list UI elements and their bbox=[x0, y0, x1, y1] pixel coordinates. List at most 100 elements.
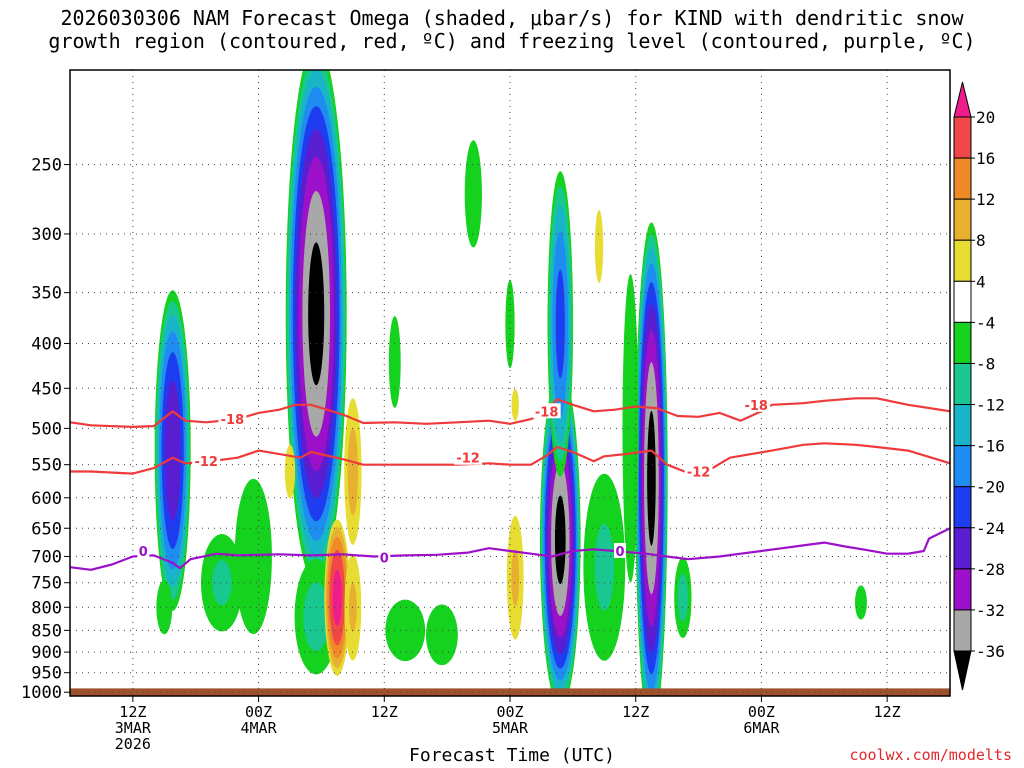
colorbar-swatch bbox=[953, 404, 972, 447]
contour-label-bg bbox=[532, 403, 561, 419]
colorbar-label: -24 bbox=[976, 519, 1005, 538]
colorbar: 20 16 12 8 4 -4 -8 -12 -16 -20 -24 -28 -32 -36 bbox=[953, 81, 1005, 691]
omega-cell-7-level bbox=[347, 427, 359, 516]
contour-label-bg bbox=[218, 411, 247, 427]
contour-label: 0 bbox=[615, 545, 624, 560]
colorbar-label: 12 bbox=[976, 190, 995, 209]
colorbar-label: -20 bbox=[976, 478, 1005, 497]
omega-cell-12-level bbox=[388, 316, 401, 408]
y-tick-label: 600 bbox=[31, 489, 62, 509]
y-tick-label: 850 bbox=[31, 621, 62, 641]
colorbar-label: 4 bbox=[976, 272, 986, 291]
x-tick-label: 3MAR bbox=[115, 719, 152, 737]
omega-cell-21-level bbox=[647, 410, 656, 546]
y-tick-label: 450 bbox=[31, 379, 62, 399]
omega-cell-14-level bbox=[505, 279, 515, 369]
y-tick-label: 1000 bbox=[21, 683, 62, 703]
omega-cell-0-level bbox=[164, 380, 181, 521]
contour-label: -18 bbox=[535, 405, 559, 420]
contour-line-0 bbox=[70, 527, 950, 571]
x-tick-label: 6MAR bbox=[743, 719, 780, 737]
colorbar-swatch bbox=[953, 157, 972, 200]
contour-label: -18 bbox=[221, 413, 245, 428]
x-tick-label: 2026 bbox=[115, 735, 151, 753]
contour-label: -12 bbox=[456, 452, 480, 467]
gridlines bbox=[70, 70, 950, 696]
x-tick-label: 00Z bbox=[748, 703, 775, 721]
y-tick-label: 500 bbox=[31, 419, 62, 439]
credit-text: coolwx.com/modelts bbox=[849, 746, 1012, 764]
omega-cell-5-level bbox=[303, 582, 330, 652]
omega-cell-11-level bbox=[425, 604, 458, 666]
colorbar-swatch bbox=[953, 116, 972, 159]
omega-cell-16-level bbox=[511, 388, 519, 421]
colorbar-label: 8 bbox=[976, 231, 986, 250]
y-tick-label: 700 bbox=[31, 547, 62, 567]
colorbar-swatch bbox=[953, 486, 972, 529]
colorbar-label: -36 bbox=[976, 642, 1005, 661]
colorbar-swatch bbox=[953, 321, 972, 364]
colorbar-swatch-top bbox=[953, 81, 972, 118]
y-axis: 2503003504004505005506006507007508008509… bbox=[21, 156, 70, 703]
colorbar-swatch bbox=[953, 198, 972, 241]
x-tick-label: 4MAR bbox=[241, 719, 278, 737]
y-tick-label: 550 bbox=[31, 456, 62, 476]
y-tick-label: 350 bbox=[31, 284, 62, 304]
x-tick-label: 12Z bbox=[371, 703, 398, 721]
contour-label-bg bbox=[192, 453, 221, 469]
omega-cell-20-level bbox=[594, 523, 614, 611]
omega-cell-22-level bbox=[622, 274, 639, 583]
omega-cell-15-level bbox=[511, 548, 520, 607]
y-tick-label: 950 bbox=[31, 664, 62, 684]
x-tick-label: 00Z bbox=[496, 703, 523, 721]
omega-cell-6-level bbox=[332, 569, 342, 626]
y-tick-label: 800 bbox=[31, 598, 62, 618]
colorbar-swatch-bottom bbox=[953, 650, 972, 691]
colorbar-label: -16 bbox=[976, 437, 1005, 456]
omega-cell-2-level bbox=[212, 560, 232, 606]
contour-label-bg bbox=[454, 449, 483, 465]
contour-label-bg bbox=[684, 463, 713, 479]
colorbar-label: -12 bbox=[976, 396, 1005, 415]
omega-cell-23-level bbox=[677, 573, 689, 622]
contour-label: -18 bbox=[744, 399, 768, 414]
chart-title-line-2: growth region (contoured, red, ºC) and f… bbox=[48, 29, 976, 53]
x-tick-label: 12Z bbox=[119, 703, 146, 721]
x-axis-title: Forecast Time (UTC) bbox=[409, 745, 615, 766]
x-tick-label: 12Z bbox=[874, 703, 901, 721]
contour-label: -12 bbox=[194, 455, 218, 470]
omega-cell-24-level bbox=[855, 585, 867, 620]
y-tick-label: 250 bbox=[31, 156, 62, 176]
contour-label: -12 bbox=[687, 466, 711, 481]
contour-label: 0 bbox=[380, 552, 389, 567]
colorbar-label: -4 bbox=[976, 313, 995, 332]
x-tick-label: 5MAR bbox=[492, 719, 529, 737]
y-tick-label: 650 bbox=[31, 519, 62, 539]
colorbar-label: -32 bbox=[976, 601, 1005, 620]
y-tick-label: 400 bbox=[31, 334, 62, 354]
omega-cell-18-level bbox=[555, 269, 565, 379]
ground-surface bbox=[70, 688, 950, 696]
chart-title-line-1: 2026030306 NAM Forecast Omega (shaded, μ… bbox=[60, 6, 964, 30]
colorbar-swatch bbox=[953, 527, 972, 570]
contour-labels: -18 -12 -12 -18 -12 -18 0 0 0 bbox=[137, 396, 771, 567]
omega-cell-10-level bbox=[385, 599, 426, 662]
colorbar-swatch bbox=[953, 362, 972, 406]
colorbar-label: 20 bbox=[976, 108, 995, 127]
contour-label: 0 bbox=[139, 545, 148, 560]
contour-label-bg bbox=[137, 542, 150, 558]
colorbar-swatch bbox=[953, 239, 972, 282]
colorbar-label: 16 bbox=[976, 149, 995, 168]
colorbar-label: -8 bbox=[976, 354, 995, 373]
contour-label-bg bbox=[742, 396, 771, 412]
contour-label-bg bbox=[378, 549, 391, 565]
contour-label-bg bbox=[614, 542, 626, 558]
omega-cell-19-level bbox=[594, 209, 604, 283]
x-tick-label: 12Z bbox=[622, 703, 649, 721]
omega-cell-17-level bbox=[554, 495, 566, 585]
colorbar-label: -28 bbox=[976, 560, 1005, 579]
colorbar-swatch bbox=[953, 568, 972, 611]
omega-cell-1-level bbox=[156, 580, 173, 635]
